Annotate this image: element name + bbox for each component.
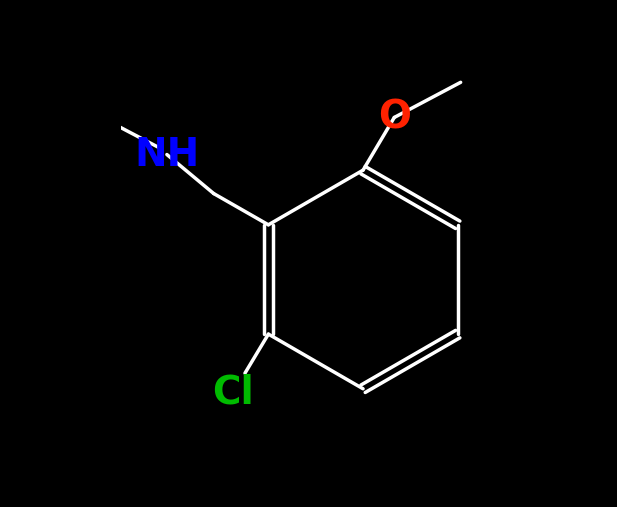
- Text: NH: NH: [135, 135, 199, 173]
- Text: O: O: [378, 98, 411, 136]
- Text: Cl: Cl: [212, 374, 254, 412]
